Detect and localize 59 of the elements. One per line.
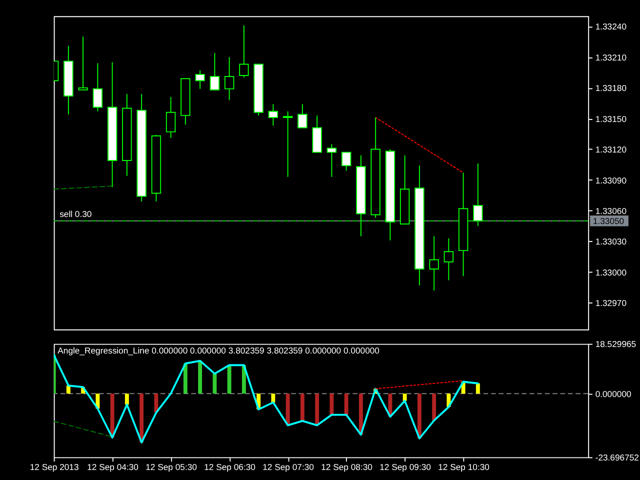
y-tick-label: 1.33180 (595, 83, 627, 94)
candlestick (282, 110, 293, 178)
y-tick-label: 1.32970 (595, 298, 627, 308)
bar (286, 394, 290, 426)
y-tick-label: 1.33210 (595, 52, 627, 62)
y-tick-label: 1.33150 (595, 114, 627, 124)
y-tick-label: 1.33120 (595, 144, 627, 155)
bar (66, 386, 70, 394)
bar (198, 360, 202, 394)
ref-line-label: 1.33050 (592, 216, 624, 226)
candlestick (268, 104, 278, 126)
candlestick (444, 238, 454, 281)
bar (330, 394, 334, 415)
bar (476, 383, 480, 394)
candlestick (298, 104, 308, 128)
candlestick (195, 70, 205, 90)
x-tick-label: 12 Sep 06:30 (204, 462, 256, 472)
y-tick-label: -23.696752 (595, 452, 640, 463)
bar (300, 394, 304, 421)
y-tick-label: 1.33240 (595, 22, 627, 32)
bar (110, 394, 114, 438)
bar (140, 394, 144, 442)
bar (124, 394, 129, 405)
candlestick (239, 24, 249, 78)
y-tick-label: 0.000000 (595, 388, 632, 399)
candlestick (92, 62, 103, 112)
bar (417, 394, 422, 438)
bar (212, 374, 217, 394)
x-tick-label: 12 Sep 10:30 (438, 462, 490, 472)
y-tick-label: 1.33000 (595, 267, 627, 278)
candlestick (210, 52, 220, 90)
candlestick (429, 236, 439, 291)
candlestick (326, 144, 337, 178)
candlestick (166, 96, 176, 138)
x-tick-label: 12 Sep 07:30 (262, 462, 314, 472)
chart-title: Angle_Regression_Line 0.000000 0.000000 3.802359 3.802359 0.000000 0.000000 (58, 345, 380, 356)
x-tick-label: 12 Sep 05:30 (146, 462, 198, 472)
x-tick-label: 12 Sep 04:30 (87, 462, 139, 472)
x-tick-label: 12 Sep 09:30 (380, 462, 432, 472)
bar (432, 394, 436, 420)
candlestick (341, 152, 352, 172)
line-series (54, 354, 479, 444)
ref-line-label: sell 0.30 (60, 209, 92, 220)
bar (227, 365, 232, 394)
candlestick (473, 163, 483, 226)
y-tick-label: 1.33060 (595, 206, 627, 216)
y-tick-label: 1.33090 (595, 175, 627, 186)
bar (344, 394, 348, 415)
candlestick (224, 56, 234, 101)
x-tick-label: 12 Sep 08:30 (321, 462, 373, 472)
bar (183, 364, 188, 394)
bar (402, 394, 407, 401)
bar (271, 394, 276, 402)
candlestick (78, 36, 88, 90)
y-tick-label: 1.33030 (595, 236, 627, 247)
bar (315, 394, 320, 426)
y-tick-label: 18.529965 (595, 339, 636, 350)
bar (154, 394, 158, 413)
x-tick-label: 12 Sep 2013 (30, 462, 79, 472)
